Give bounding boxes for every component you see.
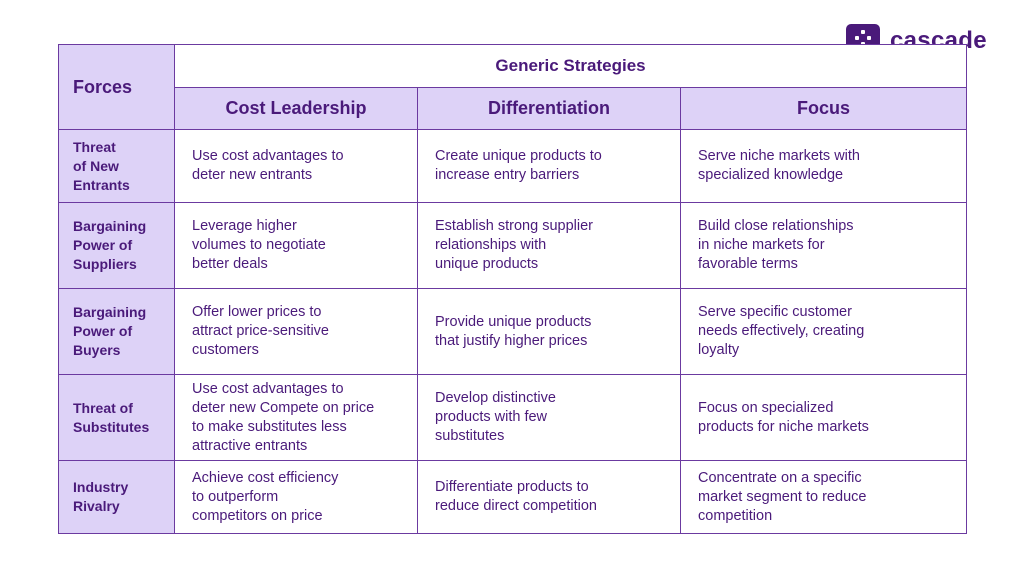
strategy-cell: Leverage higher volumes to negotiate bet… bbox=[174, 202, 418, 289]
strategy-cell: Establish strong supplier relationships … bbox=[417, 202, 681, 289]
strategy-cell: Provide unique products that justify hig… bbox=[417, 288, 681, 375]
strategy-cell: Concentrate on a specific market segment… bbox=[679, 460, 968, 534]
force-label: Bargaining Power of Suppliers bbox=[58, 202, 175, 289]
generic-strategies-header: Generic Strategies bbox=[173, 44, 968, 88]
strategy-cell: Serve niche markets with specialized kno… bbox=[679, 129, 968, 203]
force-label: Threat of Substitutes bbox=[58, 374, 175, 461]
strategy-cell: Create unique products to increase entry… bbox=[417, 129, 681, 203]
force-label: Industry Rivalry bbox=[58, 460, 175, 534]
table-row: Industry Rivalry Achieve cost efficiency… bbox=[58, 460, 968, 534]
strategy-cell: Focus on specialized products for niche … bbox=[679, 374, 968, 461]
table-row: Bargaining Power of Suppliers Leverage h… bbox=[58, 202, 968, 289]
porter-strategy-matrix: Forces Generic Strategies Cost Leadershi… bbox=[58, 44, 968, 534]
strategy-header-cost-leadership: Cost Leadership bbox=[174, 87, 418, 130]
strategy-cell: Build close relationships in niche marke… bbox=[679, 202, 968, 289]
force-label: Threat of New Entrants bbox=[58, 129, 175, 203]
strategy-cell: Offer lower prices to attract price-sens… bbox=[174, 288, 418, 375]
strategy-cell: Achieve cost efficiency to outperform co… bbox=[174, 460, 418, 534]
strategy-cell: Use cost advantages to deter new entrant… bbox=[174, 129, 418, 203]
strategy-header-differentiation: Differentiation bbox=[417, 87, 681, 130]
strategy-cell: Serve specific customer needs effectivel… bbox=[679, 288, 968, 375]
strategy-cell: Develop distinctive products with few su… bbox=[417, 374, 681, 461]
force-label: Bargaining Power of Buyers bbox=[58, 288, 175, 375]
strategy-header-focus: Focus bbox=[679, 87, 968, 130]
table-row: Threat of Substitutes Use cost advantage… bbox=[58, 374, 968, 461]
table-row: Bargaining Power of Buyers Offer lower p… bbox=[58, 288, 968, 375]
strategy-cell: Differentiate products to reduce direct … bbox=[417, 460, 681, 534]
strategy-cell: Use cost advantages to deter new Compete… bbox=[174, 374, 418, 461]
forces-header: Forces bbox=[58, 44, 175, 130]
table-row: Threat of New Entrants Use cost advantag… bbox=[58, 129, 968, 203]
